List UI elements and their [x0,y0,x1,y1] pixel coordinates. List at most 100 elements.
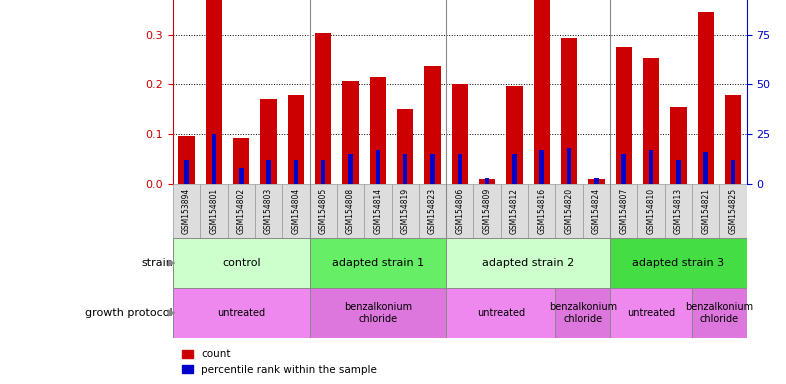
Bar [703,152,708,184]
Text: growth protocol: growth protocol [86,308,173,318]
Bar [473,184,501,238]
Bar [582,184,610,238]
Bar [457,154,462,184]
Text: benzalkonium
chloride: benzalkonium chloride [685,302,754,324]
Text: GSM154823: GSM154823 [428,188,437,234]
Bar [178,136,195,184]
Bar [200,184,228,238]
Bar [731,161,736,184]
Text: GSM154805: GSM154805 [318,188,328,234]
Bar [260,99,277,184]
Bar [719,184,747,238]
Text: benzalkonium
chloride: benzalkonium chloride [343,302,412,324]
Bar [397,109,413,184]
Bar [567,148,571,184]
Legend: count, percentile rank within the sample: count, percentile rank within the sample [178,345,381,379]
Text: GSM154816: GSM154816 [538,188,546,234]
Bar [369,77,386,184]
Bar [452,84,468,184]
Bar [446,288,556,338]
Bar [446,238,610,288]
Bar [348,154,353,184]
Bar [676,161,681,184]
Bar [228,184,255,238]
Bar [697,12,714,184]
Bar [282,184,310,238]
Bar [424,66,441,184]
Bar [610,288,692,338]
Text: GSM154806: GSM154806 [455,188,465,234]
Bar [692,184,719,238]
Bar [173,238,310,288]
Text: GSM154810: GSM154810 [647,188,656,234]
Bar [556,184,582,238]
Bar [255,184,282,238]
Text: GSM154808: GSM154808 [346,188,355,234]
Bar [512,154,516,184]
Text: adapted strain 1: adapted strain 1 [332,258,424,268]
Bar [419,184,446,238]
Bar [594,178,599,184]
Text: GSM154804: GSM154804 [292,188,300,234]
Bar [610,184,637,238]
Text: control: control [222,258,260,268]
Bar [184,161,189,184]
Text: benzalkonium
chloride: benzalkonium chloride [549,302,617,324]
Text: GSM154813: GSM154813 [674,188,683,234]
Text: GSM154821: GSM154821 [701,188,711,234]
Bar [310,288,446,338]
Bar [670,107,687,184]
Bar [561,38,577,184]
Bar [173,288,310,338]
Text: adapted strain 2: adapted strain 2 [482,258,575,268]
Bar [534,0,550,184]
Bar [310,184,337,238]
Bar [485,178,490,184]
Bar [376,151,380,184]
Bar [294,161,298,184]
Bar [266,161,271,184]
Bar [539,151,544,184]
Bar [615,47,632,184]
Bar [501,184,528,238]
Text: GSM154819: GSM154819 [401,188,410,234]
Bar [665,184,692,238]
Bar [403,154,407,184]
Text: untreated: untreated [477,308,525,318]
Bar [506,86,523,184]
Text: GSM154824: GSM154824 [592,188,601,234]
Bar [288,96,304,184]
Bar [643,58,659,184]
Text: adapted strain 3: adapted strain 3 [632,258,725,268]
Text: GSM154820: GSM154820 [564,188,574,234]
Text: GSM154801: GSM154801 [209,188,219,234]
Text: untreated: untreated [217,308,266,318]
Bar [430,154,435,184]
Bar [479,179,495,184]
Bar [446,184,473,238]
Bar [337,184,364,238]
Text: GSM153894: GSM153894 [182,188,191,234]
Bar [173,184,200,238]
Bar [692,288,747,338]
Text: untreated: untreated [627,308,675,318]
Text: GSM154809: GSM154809 [483,188,491,234]
Bar [588,179,604,184]
Bar [391,184,419,238]
Bar [528,184,556,238]
Bar [321,161,325,184]
Bar [648,151,653,184]
Text: GSM154807: GSM154807 [619,188,628,234]
Bar [725,96,741,184]
Bar [310,238,446,288]
Bar [343,81,358,184]
Text: GSM154802: GSM154802 [237,188,246,234]
Bar [622,154,626,184]
Bar [637,184,665,238]
Bar [315,33,332,184]
Text: strain: strain [141,258,173,268]
Bar [211,134,216,184]
Text: GSM154825: GSM154825 [729,188,737,234]
Text: GSM154812: GSM154812 [510,188,519,234]
Bar [610,238,747,288]
